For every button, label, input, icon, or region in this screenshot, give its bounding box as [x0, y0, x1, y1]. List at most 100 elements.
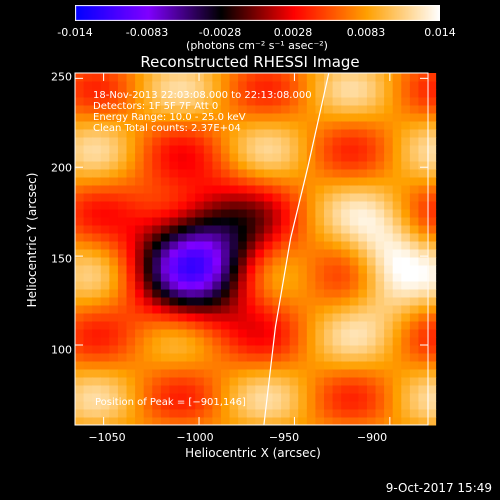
heatmap-cell	[289, 345, 299, 354]
heatmap-cell	[186, 161, 196, 170]
heatmap-cell	[255, 289, 265, 298]
heatmap-cell	[186, 217, 196, 226]
heatmap-cell	[195, 233, 205, 242]
heatmap-cell	[272, 73, 282, 82]
heatmap-cell	[203, 385, 213, 394]
heatmap-cell	[418, 361, 428, 370]
heatmap-cell	[152, 401, 162, 410]
heatmap-cell	[409, 153, 419, 162]
heatmap-cell	[349, 313, 359, 322]
heatmap-cell	[203, 257, 213, 266]
heatmap-cell	[229, 329, 239, 338]
heatmap-cell	[298, 145, 308, 154]
heatmap-cell	[203, 281, 213, 290]
heatmap-cell	[298, 201, 308, 210]
heatmap-cell	[75, 345, 85, 354]
heatmap-cell	[298, 289, 308, 298]
heatmap-cell	[238, 137, 248, 146]
heatmap-cell	[418, 97, 428, 106]
heatmap-cell	[427, 217, 437, 226]
heatmap-cell	[272, 105, 282, 114]
heatmap-cell	[195, 401, 205, 410]
heatmap-cell	[332, 169, 342, 178]
heatmap-cell	[289, 329, 299, 338]
heatmap-cell	[272, 393, 282, 402]
heatmap-cell	[384, 353, 394, 362]
heatmap-cell	[427, 121, 437, 130]
heatmap-cell	[281, 329, 291, 338]
heatmap-cell	[375, 297, 385, 306]
heatmap-cell	[401, 81, 411, 90]
heatmap-cell	[401, 377, 411, 386]
heatmap-cell	[229, 345, 239, 354]
heatmap-cell	[375, 353, 385, 362]
heatmap-cell	[83, 329, 93, 338]
heatmap-cell	[358, 353, 368, 362]
heatmap-cell	[75, 409, 85, 418]
heatmap-cell	[92, 265, 102, 274]
heatmap-cell	[83, 193, 93, 202]
heatmap-cell	[375, 225, 385, 234]
heatmap-cell	[392, 209, 402, 218]
heatmap-cell	[263, 185, 273, 194]
heatmap-cell	[409, 385, 419, 394]
heatmap-cell	[289, 97, 299, 106]
heatmap-cell	[366, 273, 377, 282]
heatmap-cell	[384, 145, 394, 154]
heatmap-cell	[281, 241, 291, 250]
heatmap-cell	[392, 105, 402, 114]
heatmap-cell	[375, 385, 385, 394]
heatmap-cell	[238, 417, 248, 426]
heatmap-cell	[229, 73, 239, 82]
heatmap-cell	[281, 369, 291, 378]
heatmap-cell	[324, 121, 334, 130]
heatmap-cell	[92, 321, 102, 330]
heatmap-cell	[203, 321, 213, 330]
heatmap-cell	[109, 97, 119, 106]
heatmap-cell	[349, 177, 359, 186]
heatmap-cell	[229, 121, 239, 130]
heatmap-cell	[160, 217, 170, 226]
heatmap-cell	[220, 313, 231, 322]
heatmap-cell	[169, 257, 179, 266]
heatmap-cell	[255, 145, 265, 154]
heatmap-cell	[117, 417, 128, 426]
heatmap-cell	[203, 361, 213, 370]
heatmap-cell	[92, 201, 102, 210]
heatmap-cell	[358, 361, 368, 370]
heatmap-cell	[349, 281, 359, 290]
heatmap-cell	[100, 297, 110, 306]
heatmap-cell	[169, 201, 179, 210]
heatmap-cell	[143, 393, 153, 402]
heatmap-cell	[75, 241, 85, 250]
heatmap-cell	[126, 169, 136, 178]
heatmap-cell	[92, 145, 102, 154]
heatmap-cell	[178, 353, 188, 362]
heatmap-cell	[366, 177, 377, 186]
heatmap-cell	[203, 241, 213, 250]
heatmap-cell	[160, 145, 170, 154]
heatmap-cell	[109, 313, 119, 322]
heatmap-cell	[246, 169, 256, 178]
heatmap-cell	[392, 249, 402, 258]
heatmap-cell	[409, 313, 419, 322]
heatmap-cell	[203, 233, 213, 242]
heatmap-cell	[152, 313, 162, 322]
heatmap-cell	[255, 369, 265, 378]
heatmap-cell	[92, 217, 102, 226]
heatmap-cell	[418, 265, 428, 274]
heatmap-cell	[418, 89, 428, 98]
heatmap-cell	[178, 401, 188, 410]
heatmap-cell	[384, 129, 394, 138]
heatmap-cell	[409, 297, 419, 306]
heatmap-cell	[100, 161, 110, 170]
heatmap-cell	[195, 409, 205, 418]
heatmap-cell	[255, 105, 265, 114]
heatmap-cell	[366, 313, 377, 322]
heatmap-cell	[75, 289, 85, 298]
heatmap-cell	[427, 209, 437, 218]
heatmap-cell	[263, 113, 273, 122]
heatmap-cell	[195, 97, 205, 106]
heatmap-cell	[220, 233, 231, 242]
heatmap-cell	[160, 161, 170, 170]
